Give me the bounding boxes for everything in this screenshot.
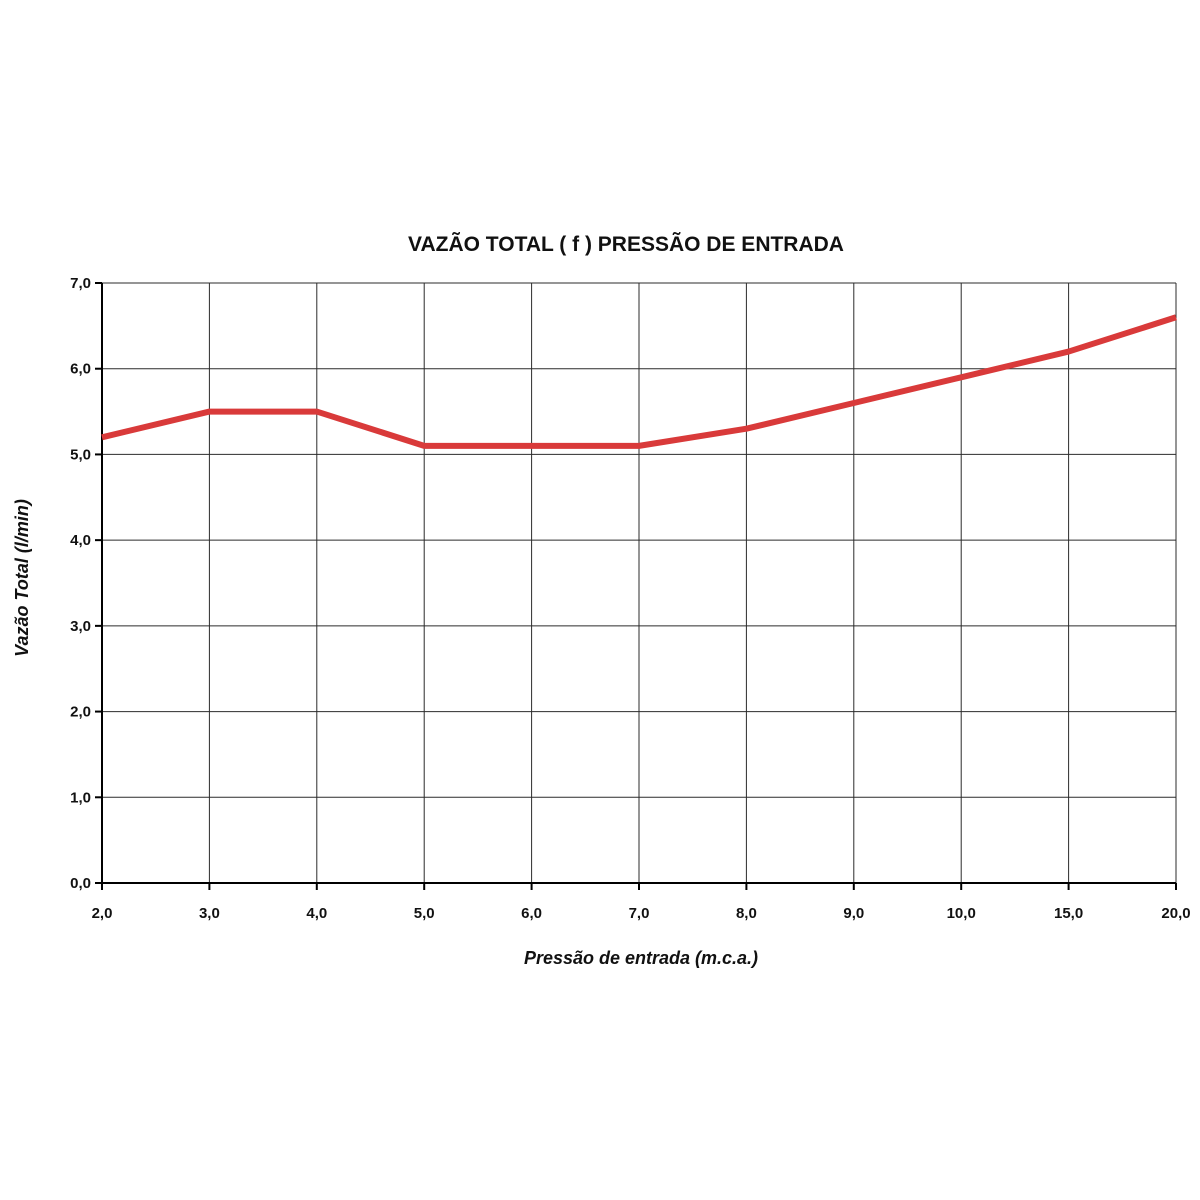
y-tick-label: 3,0 <box>70 618 91 635</box>
y-tick-label: 7,0 <box>70 275 91 292</box>
chart-title: VAZÃO TOTAL ( f ) PRESSÃO DE ENTRADA <box>408 233 844 256</box>
y-tick-label: 6,0 <box>70 361 91 378</box>
x-tick-label: 7,0 <box>629 905 650 922</box>
x-tick-label: 4,0 <box>306 905 327 922</box>
y-tick-label: 1,0 <box>70 789 91 806</box>
x-tick-labels: 2,0 3,0 4,0 5,0 6,0 7,0 8,0 9,0 10,0 15,0 20,0 <box>92 905 1191 922</box>
x-tick-label: 5,0 <box>414 905 435 922</box>
y-axis-label: Vazão Total (l/min) <box>12 499 32 657</box>
y-tick-label: 5,0 <box>70 446 91 463</box>
y-tick-label: 2,0 <box>70 704 91 721</box>
x-tick-label: 9,0 <box>843 905 864 922</box>
y-tick-label: 0,0 <box>70 875 91 892</box>
axes <box>95 282 1177 890</box>
x-tick-label: 8,0 <box>736 905 757 922</box>
series <box>101 314 1177 449</box>
y-tick-label: 4,0 <box>70 532 91 549</box>
x-tick-label: 3,0 <box>199 905 220 922</box>
x-tick-label: 15,0 <box>1054 905 1083 922</box>
x-tick-label: 10,0 <box>947 905 976 922</box>
x-axis-label: Pressão de entrada (m.c.a.) <box>524 948 758 968</box>
x-tick-label: 20,0 <box>1161 905 1190 922</box>
x-tick-label: 6,0 <box>521 905 542 922</box>
grid <box>102 282 1177 883</box>
y-tick-labels: 0,0 1,0 2,0 3,0 4,0 5,0 6,0 7,0 <box>70 275 91 892</box>
x-tick-label: 2,0 <box>92 905 113 922</box>
